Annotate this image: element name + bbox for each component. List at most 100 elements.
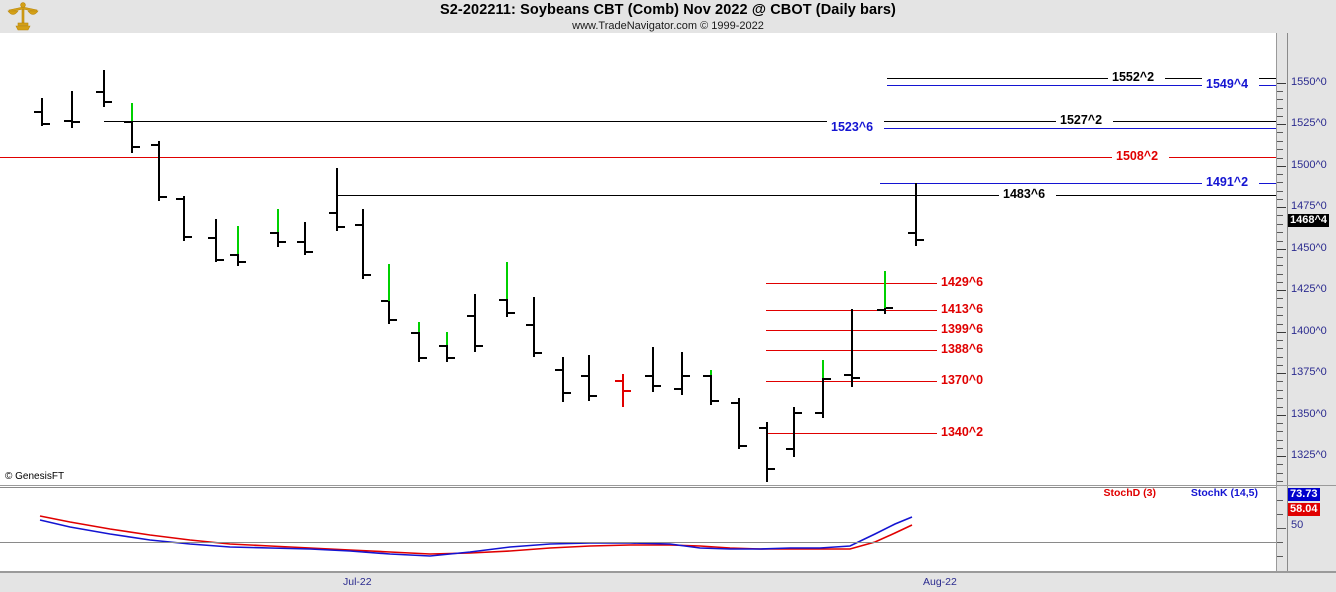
price-tick-minor bbox=[1277, 464, 1283, 465]
price-tick-minor bbox=[1277, 365, 1283, 366]
ohlc-close-tick bbox=[239, 261, 246, 263]
ohlc-close-tick bbox=[535, 352, 542, 354]
indicator-tick-major bbox=[1277, 528, 1286, 529]
price-axis-label: 1325^0 bbox=[1291, 449, 1327, 461]
ohlc-close-tick bbox=[306, 251, 313, 253]
price-level-label[interactable]: 1549^4 bbox=[1206, 77, 1249, 91]
price-tick-major bbox=[1277, 456, 1286, 457]
ohlc-close-tick bbox=[824, 378, 831, 380]
price-tick-minor bbox=[1277, 215, 1283, 216]
price-tick-minor bbox=[1277, 116, 1283, 117]
stochd-legend[interactable]: StochD (3) bbox=[1103, 487, 1157, 499]
time-axis[interactable]: Jul-22 Aug-22 bbox=[0, 572, 1336, 592]
ohlc-range bbox=[588, 355, 590, 401]
price-tick-minor bbox=[1277, 174, 1283, 175]
indicator-tick bbox=[1277, 514, 1283, 515]
price-level-line[interactable] bbox=[104, 121, 1276, 122]
ohlc-range bbox=[562, 357, 564, 402]
price-tick-minor bbox=[1277, 481, 1283, 482]
time-axis-label: Aug-22 bbox=[923, 576, 957, 588]
price-level-label[interactable]: 1523^6 bbox=[831, 120, 874, 134]
price-level-line[interactable] bbox=[766, 283, 938, 284]
price-level-label[interactable]: 1413^6 bbox=[941, 302, 984, 316]
ohlc-close-tick bbox=[768, 468, 775, 470]
price-tick-minor bbox=[1277, 473, 1283, 474]
price-level-line[interactable] bbox=[336, 195, 1276, 196]
price-level-label[interactable]: 1399^6 bbox=[941, 322, 984, 336]
ohlc-open-tick bbox=[176, 198, 183, 200]
ohlc-close-tick bbox=[590, 395, 597, 397]
ohlc-range bbox=[183, 196, 185, 241]
price-level-label[interactable]: 1508^2 bbox=[1116, 149, 1159, 163]
price-tick-minor bbox=[1277, 158, 1283, 159]
ohlc-close-tick bbox=[917, 239, 924, 241]
ohlc-range bbox=[738, 398, 740, 449]
price-tick-minor bbox=[1277, 324, 1283, 325]
ohlc-close-tick bbox=[853, 377, 860, 379]
label-backdrop bbox=[937, 275, 995, 290]
price-level-label[interactable]: 1491^2 bbox=[1206, 175, 1249, 189]
price-level-label[interactable]: 1552^2 bbox=[1112, 70, 1155, 84]
price-level-label[interactable]: 1527^2 bbox=[1060, 113, 1103, 127]
ohlc-open-tick bbox=[759, 427, 766, 429]
price-axis-line bbox=[1287, 33, 1288, 485]
price-level-line[interactable] bbox=[0, 157, 1276, 158]
price-level-label[interactable]: 1388^6 bbox=[941, 342, 984, 356]
price-level-label[interactable]: 1429^6 bbox=[941, 275, 984, 289]
ohlc-range bbox=[131, 103, 133, 153]
price-tick-minor bbox=[1277, 141, 1283, 142]
ohlc-open-tick bbox=[64, 120, 71, 122]
indicator-axis-line bbox=[1287, 486, 1288, 571]
ohlc-close-tick bbox=[160, 196, 167, 198]
ohlc-range bbox=[336, 168, 338, 231]
price-level-label[interactable]: 1340^2 bbox=[941, 425, 984, 439]
price-axis[interactable]: 1550^0 1525^0 1500^0 1475^0 1450^0 1425^0 1400… bbox=[1277, 33, 1336, 486]
label-backdrop bbox=[1202, 77, 1260, 92]
ohlc-open-tick bbox=[908, 232, 915, 234]
page-title: S2-202211: Soybeans CBT (Comb) Nov 2022 … bbox=[440, 2, 896, 18]
label-backdrop bbox=[999, 187, 1057, 202]
price-level-line[interactable] bbox=[766, 433, 938, 434]
price-tick-minor bbox=[1277, 149, 1283, 150]
price-level-line[interactable] bbox=[887, 85, 1276, 86]
indicator-tick bbox=[1277, 556, 1283, 557]
price-tick-minor bbox=[1277, 298, 1283, 299]
stochastic-axis[interactable]: 50 73.73 58.04 bbox=[1277, 486, 1336, 572]
stochastic-pane[interactable]: StochD (3) StochK (14,5) bbox=[0, 486, 1277, 572]
indicator-tick bbox=[1277, 542, 1283, 543]
ohlc-close-tick bbox=[886, 307, 893, 309]
ohlc-range-up bbox=[277, 209, 279, 232]
ohlc-range bbox=[304, 222, 306, 255]
price-tick-minor bbox=[1277, 257, 1283, 258]
price-level-line[interactable] bbox=[880, 128, 1276, 129]
ohlc-open-tick bbox=[270, 232, 277, 234]
price-axis-label: 1400^0 bbox=[1291, 325, 1327, 337]
price-level-line[interactable] bbox=[887, 78, 1276, 79]
ohlc-open-tick bbox=[645, 375, 652, 377]
ohlc-close-tick bbox=[73, 121, 80, 123]
ohlc-range bbox=[652, 347, 654, 392]
indicator-midline-label: 50 bbox=[1291, 519, 1304, 531]
indicator-tick bbox=[1277, 500, 1283, 501]
price-level-label[interactable]: 1483^6 bbox=[1003, 187, 1046, 201]
price-level-label[interactable]: 1370^0 bbox=[941, 373, 984, 387]
ohlc-open-tick bbox=[208, 237, 215, 239]
price-tick-minor bbox=[1277, 274, 1283, 275]
price-axis-label: 1500^0 bbox=[1291, 159, 1327, 171]
price-tick-minor bbox=[1277, 307, 1283, 308]
ohlc-open-tick bbox=[555, 369, 562, 371]
label-backdrop bbox=[1112, 149, 1170, 164]
price-level-line[interactable] bbox=[880, 183, 1276, 184]
ohlc-close-tick bbox=[420, 357, 427, 359]
ohlc-range bbox=[766, 422, 768, 482]
ohlc-close-tick bbox=[217, 259, 224, 261]
ohlc-close-tick bbox=[683, 375, 690, 377]
price-chart-pane[interactable]: 1552^2 1549^4 1527^2 1523^6 1508^2 1491^2 1483… bbox=[0, 33, 1277, 486]
ohlc-close-tick bbox=[564, 392, 571, 394]
price-tick-minor bbox=[1277, 381, 1283, 382]
stochk-legend[interactable]: StochK (14,5) bbox=[1190, 487, 1258, 499]
ohlc-close-tick bbox=[105, 101, 112, 103]
price-tick-minor bbox=[1277, 315, 1283, 316]
price-axis-label: 1450^0 bbox=[1291, 242, 1327, 254]
